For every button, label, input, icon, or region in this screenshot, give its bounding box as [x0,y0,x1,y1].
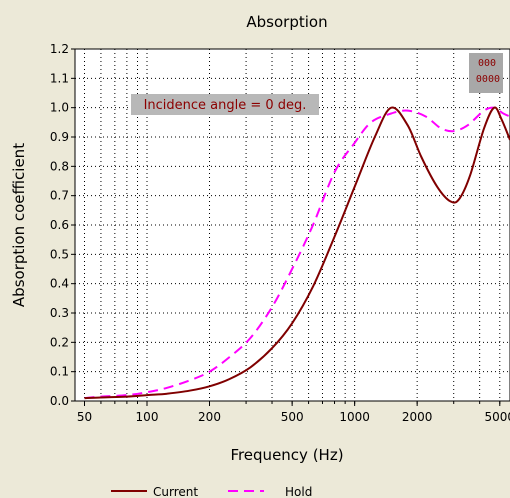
y-tick-label: 0.9 [50,130,69,144]
corner-indicator-box[interactable] [469,53,503,93]
y-tick-label: 1.1 [50,71,69,85]
x-tick-label: 1000 [339,410,370,424]
annotation-text: Incidence angle = 0 deg. [144,98,307,113]
y-tick-label: 1.0 [50,101,69,115]
series-line-current [84,106,510,400]
series-group [84,106,510,400]
y-tick-label: 0.1 [50,365,69,379]
corner-indicator-line-1: 000 [478,58,496,69]
y-axis-label: Absorption coefficient [10,143,28,307]
y-tick-label: 1.2 [50,42,69,56]
y-tick-label: 0.0 [50,394,69,408]
legend: Current Hold [111,485,312,498]
legend-label-current: Current [153,485,198,498]
y-tick-label: 0.7 [50,189,69,203]
x-tick-label: 500 [281,410,304,424]
series-line-hold [84,106,510,400]
x-axis-label: Frequency (Hz) [230,446,343,464]
grid-lines [75,49,510,401]
axis-ticks: 0.0 0.1 0.2 0.3 0.4 0.5 0.6 0.7 0.8 0.9 1.0 1.1 1.2 5… [50,42,510,424]
x-tick-label: 100 [136,410,159,424]
x-tick-label: 200 [198,410,221,424]
y-tick-label: 0.2 [50,335,69,349]
y-tick-label: 0.5 [50,247,69,261]
chart-title: Absorption [246,13,327,31]
y-tick-label: 0.8 [50,159,69,173]
legend-label-hold: Hold [285,485,312,498]
y-tick-label: 0.3 [50,306,69,320]
incidence-angle-annotation: Incidence angle = 0 deg. [131,94,319,115]
corner-indicator[interactable]: 000 0000 [469,53,503,93]
corner-indicator-line-2: 0000 [476,74,500,85]
x-tick-label: 50 [77,410,92,424]
y-tick-label: 0.4 [50,277,69,291]
x-tick-label: 2000 [402,410,433,424]
annotation-box [131,94,319,115]
x-tick-label: 5000 [485,410,510,424]
y-tick-label: 0.6 [50,218,69,232]
